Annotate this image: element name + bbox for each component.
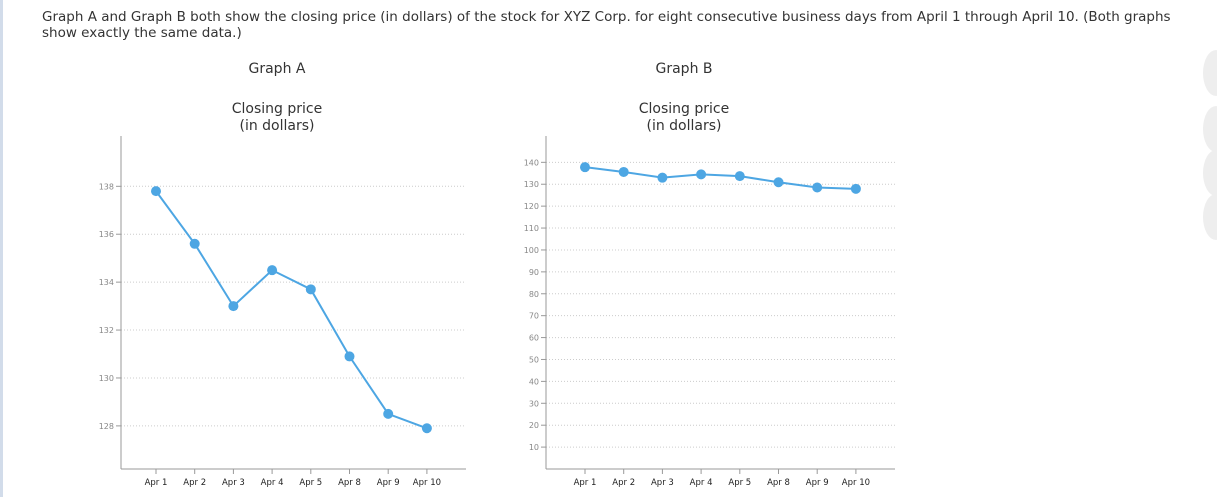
side-decoration <box>1203 150 1217 196</box>
graph-b-xtick-label: Apr 8 <box>767 478 790 488</box>
graph-b-xtick-label: Apr 2 <box>612 478 635 488</box>
graph-b-ylabel-line2: (in dollars) <box>646 118 722 134</box>
graph-b-data-point <box>696 169 707 180</box>
graph-b-ytick-label: 90 <box>529 268 539 277</box>
side-decoration <box>1203 194 1217 240</box>
graph-b-ylabel-line1: Closing price <box>638 101 730 117</box>
graph-a-ylabel: Closing price (in dollars) <box>177 101 377 135</box>
graph-a-title: Graph A <box>248 61 306 77</box>
graph-b-data-point <box>850 183 861 194</box>
graph-b-ytick-label: 110 <box>524 224 539 233</box>
graph-b-xtick-label: Apr 5 <box>728 478 751 488</box>
graph-b-data-point <box>773 177 784 188</box>
graph-a-xtick-label: Apr 8 <box>338 478 361 488</box>
graph-a-ytick-label: 130 <box>99 374 114 383</box>
graph-b-xtick-label: Apr 3 <box>651 478 674 488</box>
graph-a-data-point <box>267 265 278 276</box>
graph-b-ytick-label: 120 <box>524 202 539 211</box>
graph-a-data-point <box>383 408 394 419</box>
graph-b-title: Graph B <box>655 61 713 77</box>
graph-a-xtick-label: Apr 10 <box>413 478 441 488</box>
graph-b-ytick-label: 10 <box>529 443 539 452</box>
graph-a-data-point <box>189 238 200 249</box>
graph-a-data-point <box>228 301 239 312</box>
graph-a-ytick-label: 136 <box>99 230 114 239</box>
graph-a-data-point <box>344 351 355 362</box>
graph-b-ytick-label: 20 <box>529 421 539 430</box>
graph-b-xtick-label: Apr 9 <box>806 478 829 488</box>
graph-a-series-line <box>155 190 428 430</box>
graph-b-xtick-label: Apr 4 <box>690 478 713 488</box>
side-decoration <box>1203 106 1217 152</box>
graph-a-ytick-label: 134 <box>99 278 114 287</box>
graph-a-xtick-label: Apr 2 <box>183 478 206 488</box>
graph-a-ylabel-line2: (in dollars) <box>239 118 315 134</box>
graph-b-data-point <box>812 182 823 193</box>
graph-b-ytick-label: 70 <box>529 312 539 321</box>
graph-b-ytick-label: 40 <box>529 377 539 386</box>
graph-b-data-point <box>734 171 745 182</box>
graph-a-xtick-label: Apr 3 <box>222 478 245 488</box>
graph-b-ytick-label: 60 <box>529 334 539 343</box>
graph-b-ytick-label: 80 <box>529 290 539 299</box>
graph-b-series-line <box>584 166 856 190</box>
graph-a-ytick-label: 128 <box>99 422 114 431</box>
graph-a-xtick-label: Apr 9 <box>377 478 400 488</box>
graph-b-data-point <box>618 166 629 177</box>
graph-a-xtick-label: Apr 4 <box>261 478 284 488</box>
graph-a-ytick-label: 132 <box>99 326 114 335</box>
graph-a-xtick-label: Apr 1 <box>145 478 168 488</box>
graph-b-ytick-label: 140 <box>524 158 539 167</box>
graph-b-xtick-label: Apr 1 <box>574 478 597 488</box>
graph-b-data-point <box>580 162 590 173</box>
graph-b-ytick-label: 30 <box>529 399 539 408</box>
graph-a-data-point <box>151 186 161 197</box>
graph-b-ytick-label: 50 <box>529 355 539 364</box>
graph-a-ylabel-line1: Closing price <box>231 101 323 117</box>
graph-a-data-point <box>421 423 432 434</box>
graph-b-ytick-label: 130 <box>524 180 539 189</box>
graph-a-data-point <box>305 284 316 295</box>
graph-a-xtick-label: Apr 5 <box>299 478 322 488</box>
graph-b-ylabel: Closing price (in dollars) <box>584 101 784 135</box>
left-border <box>0 0 3 497</box>
side-decoration <box>1203 50 1217 96</box>
graph-b-ytick-label: 100 <box>524 246 539 255</box>
question-text: Graph A and Graph B both show the closin… <box>42 9 1171 41</box>
graph-a-ytick-label: 138 <box>99 182 114 191</box>
graph-b-xtick-label: Apr 10 <box>842 478 870 488</box>
graph-b-data-point <box>657 172 668 183</box>
